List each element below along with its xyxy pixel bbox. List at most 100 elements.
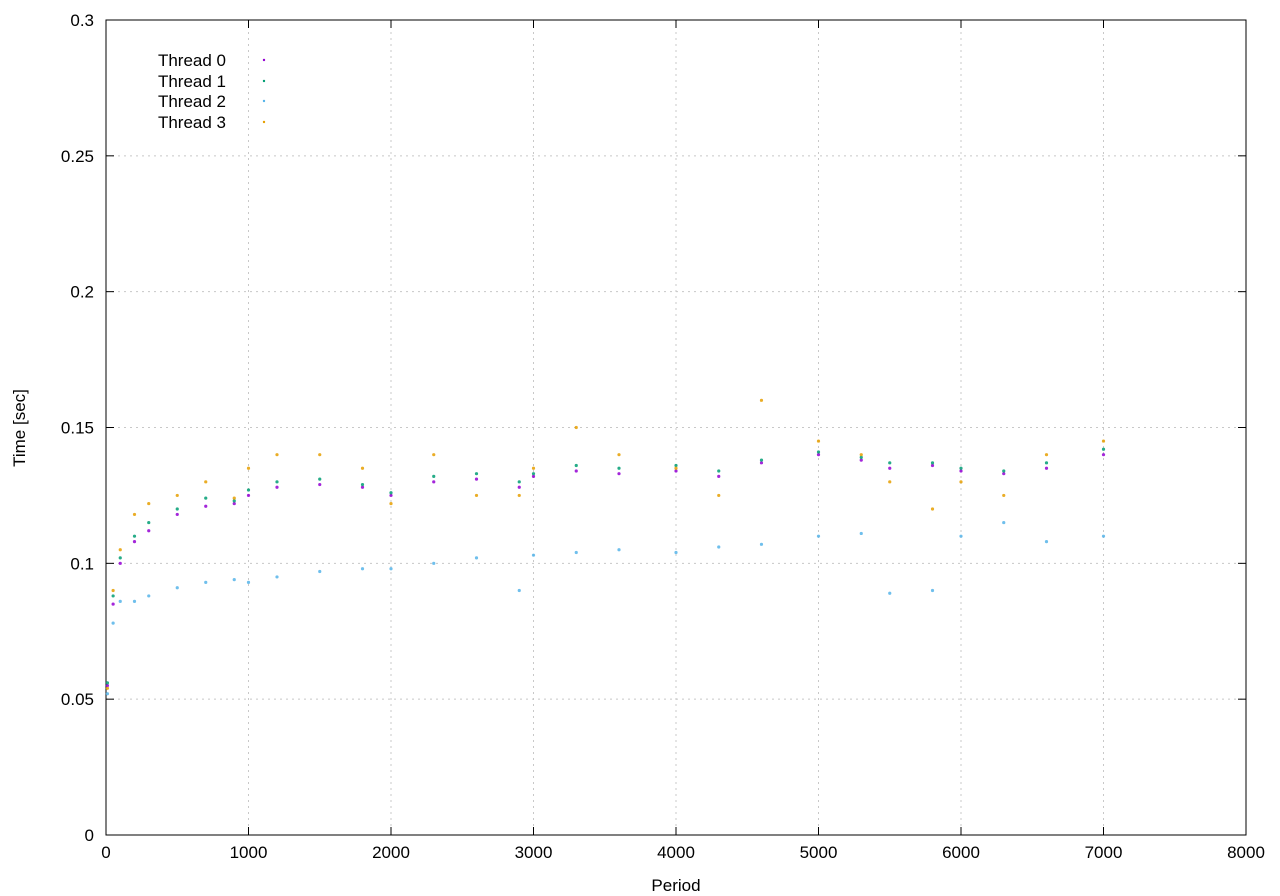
- data-point: [105, 681, 110, 685]
- y-tick-label: 0.15: [61, 419, 94, 438]
- data-point: [859, 455, 863, 459]
- data-point: [232, 499, 236, 503]
- data-point: [888, 591, 892, 595]
- data-point: [175, 493, 179, 498]
- x-tick-label: 7000: [1085, 843, 1123, 862]
- x-axis-title: Period: [651, 876, 700, 895]
- y-tick-labels: 0 0.05 0.1 0.15 0.2 0.25 0.3: [61, 11, 94, 845]
- legend-marker-thread-0: [262, 58, 266, 62]
- data-point: [930, 507, 935, 511]
- legend-marker-thread-3: [262, 120, 266, 124]
- data-point: [204, 480, 208, 484]
- data-point: [246, 466, 251, 470]
- data-point: [360, 466, 365, 470]
- data-point: [275, 575, 279, 579]
- data-point: [132, 540, 137, 544]
- legend-label-thread-2: Thread 2: [158, 92, 226, 111]
- data-point: [246, 580, 251, 584]
- data-point: [204, 504, 208, 508]
- data-point: [531, 553, 536, 557]
- data-point: [674, 469, 678, 473]
- x-tick-label: 2000: [372, 843, 410, 862]
- x-tick-label: 1000: [230, 843, 268, 862]
- axis-ticks: [105, 19, 1247, 836]
- data-point: [118, 561, 122, 565]
- data-point: [318, 482, 322, 487]
- legend-item-2: Thread 2: [158, 92, 266, 111]
- data-point: [275, 485, 279, 489]
- data-point: [930, 588, 935, 593]
- data-point: [1002, 469, 1006, 473]
- data-point: [118, 548, 122, 552]
- data-point: [859, 458, 863, 462]
- data-point: [1002, 520, 1006, 525]
- series-thread-2: [105, 520, 1106, 696]
- x-tick-label: 0: [101, 843, 110, 862]
- data-point: [859, 453, 863, 457]
- x-tick-labels: 0 1000 2000 3000 4000 5000 6000 7000 8000: [101, 843, 1265, 862]
- data-point: [574, 463, 578, 468]
- data-point: [888, 480, 892, 484]
- data-point: [432, 480, 436, 484]
- data-point: [474, 472, 479, 476]
- series-thread-0: [105, 453, 1106, 688]
- data-point: [759, 398, 764, 402]
- data-point: [531, 466, 536, 470]
- data-point: [474, 493, 479, 498]
- data-point: [132, 534, 137, 538]
- data-point: [574, 469, 578, 473]
- y-tick-label: 0.1: [70, 554, 94, 573]
- data-point: [1044, 461, 1049, 465]
- data-point: [1002, 472, 1006, 476]
- data-point: [132, 599, 137, 603]
- data-point: [759, 461, 764, 465]
- data-point: [105, 686, 110, 690]
- data-point: [574, 550, 578, 555]
- data-point: [318, 477, 322, 481]
- data-point: [1044, 466, 1049, 470]
- x-tick-label: 6000: [942, 843, 980, 862]
- data-point: [232, 501, 236, 506]
- data-point: [111, 594, 115, 598]
- y-tick-label: 0.05: [61, 690, 94, 709]
- data-point: [246, 488, 251, 492]
- data-point: [360, 485, 365, 489]
- data-point: [232, 578, 236, 582]
- data-point: [816, 450, 821, 454]
- data-point: [717, 545, 721, 549]
- data-point: [959, 534, 963, 538]
- data-point: [360, 567, 365, 571]
- data-point: [318, 569, 322, 574]
- data-point: [389, 493, 393, 498]
- data-point: [389, 567, 393, 571]
- y-tick-label: 0: [85, 826, 94, 845]
- data-point: [959, 469, 963, 473]
- data-point: [246, 493, 251, 498]
- legend-label-thread-1: Thread 1: [158, 72, 226, 91]
- data-point: [389, 501, 393, 506]
- legend-marker-thread-1: [262, 79, 266, 83]
- data-point: [275, 453, 279, 457]
- data-point: [517, 480, 521, 484]
- data-point: [111, 602, 115, 606]
- y-tick-label: 0.25: [61, 147, 94, 166]
- data-point: [111, 621, 115, 625]
- data-point: [859, 531, 863, 536]
- data-point: [717, 474, 721, 478]
- y-tick-label: 0.3: [70, 11, 94, 30]
- data-point: [1044, 540, 1049, 544]
- data-point: [517, 493, 521, 498]
- data-point: [432, 453, 436, 457]
- x-tick-label: 8000: [1227, 843, 1265, 862]
- data-point: [105, 692, 110, 696]
- data-point: [517, 485, 521, 489]
- data-point: [674, 550, 678, 555]
- legend-label-thread-0: Thread 0: [158, 51, 226, 70]
- legend-item-1: Thread 1: [158, 72, 266, 91]
- data-point: [574, 425, 578, 430]
- data-point: [1044, 453, 1049, 457]
- data-point: [717, 469, 721, 473]
- data-point: [147, 594, 151, 598]
- x-tick-label: 4000: [657, 843, 695, 862]
